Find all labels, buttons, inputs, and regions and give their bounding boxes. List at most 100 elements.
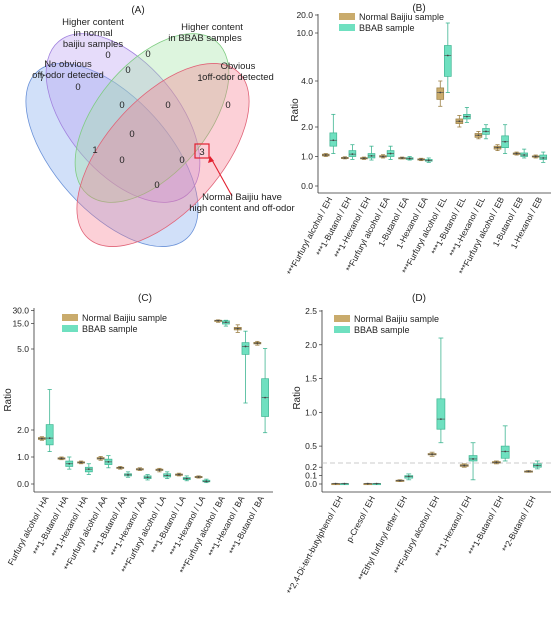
callout-text: Normal Baijiu have high content and off-o… (189, 192, 294, 214)
box-normal (57, 456, 66, 461)
box-mean (324, 154, 327, 156)
box-mean (166, 474, 169, 477)
box-mean (463, 464, 466, 467)
box-bbab (367, 145, 376, 161)
box-iqr (436, 398, 446, 430)
legend-label-bbab: BBAB sample (354, 325, 410, 335)
legend-c: Normal Baijiu sample BBAB sample (62, 313, 167, 334)
venn-count: 0 (119, 100, 124, 111)
venn-count: 1 (197, 73, 202, 84)
y-tick-label: 10.0 (296, 28, 313, 38)
venn-count: 0 (125, 65, 130, 76)
box-mean (158, 469, 161, 471)
y-tick-label: 1.0 (305, 407, 317, 417)
box-mean (472, 458, 474, 460)
box-mean (485, 130, 487, 133)
box-mean (431, 453, 433, 456)
y-tick-label: 2.0 (301, 122, 313, 132)
venn-ellipses (25, 33, 250, 247)
box-mean (389, 152, 392, 155)
x-tick-label: p-Cresol / EH (344, 494, 377, 544)
x-tick-label: **2-Butanol / EH (500, 494, 538, 553)
legend-swatch-bbab (339, 24, 355, 31)
box-mean (515, 152, 518, 155)
venn-counts: 7 0 0 0 0 0 1 1 0 0 0 0 0 0 3 (39, 49, 230, 191)
box-iqr (444, 45, 452, 77)
box-mean (439, 91, 442, 94)
box-normal (77, 460, 85, 465)
box-normal (474, 131, 483, 140)
box-normal (493, 144, 502, 152)
venn-highlight-box (194, 143, 210, 159)
box-normal (512, 151, 521, 156)
box-mean (363, 157, 365, 160)
box-mean (343, 482, 346, 485)
box-iqr (45, 424, 54, 446)
box-mean (407, 475, 410, 478)
box-bbab (348, 144, 357, 160)
box-mean (504, 450, 507, 453)
box-bbab (163, 471, 172, 480)
venn-count: 0 (75, 82, 80, 93)
box-mean (382, 155, 384, 158)
venn-label-no-odor: No obvious off-odor detected (32, 59, 104, 81)
box-mean (178, 473, 180, 476)
y-tick-label: 0.1 (305, 471, 317, 481)
box-bbab (202, 478, 211, 484)
legend-swatch-normal (62, 314, 78, 321)
panel-label-c: (C) (138, 293, 152, 304)
box-mean (504, 140, 506, 143)
box-normal (38, 436, 46, 441)
box-normal (331, 482, 341, 486)
box-mean (496, 146, 499, 149)
box-mean (466, 115, 468, 118)
box-bbab (500, 425, 510, 462)
box-normal (524, 470, 533, 473)
box-normal (531, 154, 540, 159)
venn-count-highlight: 3 (199, 147, 204, 158)
box-bbab (404, 473, 414, 481)
box-normal (321, 153, 330, 157)
venn-ellipse-obvious (76, 63, 250, 247)
box-mean (375, 482, 378, 485)
chart-panel-d: (D) Ratio Normal Baijiu sample BBAB samp… (285, 293, 551, 596)
box-mean (205, 480, 208, 483)
box-mean (458, 120, 461, 123)
venn-count: 0 (225, 100, 230, 111)
box-mean (542, 157, 545, 159)
venn-panel: (A) No obvious off-odor detected Higher c… (25, 5, 295, 247)
box-normal (417, 157, 425, 162)
box-bbab (444, 22, 452, 93)
y-tick-label: 4.0 (301, 76, 313, 86)
box-mean (138, 468, 141, 471)
box-mean (334, 482, 337, 485)
plot-area-d: 0.00.10.2 0.5 1.0 1.5 2.0 2.5 **2,4-Di-tert-bu… (285, 306, 551, 596)
box-mean (41, 437, 43, 440)
y-axis-label-d: Ratio (292, 386, 303, 410)
y-tick-label: 1.0 (301, 152, 313, 162)
box-mean (68, 462, 71, 465)
box-mean (534, 155, 537, 158)
venn-count: 0 (179, 155, 184, 166)
legend-d: Normal Baijiu sample BBAB sample (334, 314, 439, 335)
venn-count: 0 (129, 129, 134, 140)
box-mean (332, 139, 335, 142)
box-bbab (501, 124, 509, 154)
box-bbab (436, 337, 446, 444)
box-mean (146, 476, 149, 479)
box-normal (175, 472, 183, 477)
box-normal (341, 156, 349, 160)
box-normal (395, 479, 405, 482)
legend-swatch-normal (339, 13, 355, 20)
box-normal (233, 324, 242, 333)
y-tick-label: 5.0 (17, 344, 29, 354)
legend-label-bbab: BBAB sample (359, 23, 415, 33)
venn-label-obvious: Obvious off-odor detected (202, 61, 274, 83)
venn-count: 0 (145, 49, 150, 60)
box-mean (401, 157, 403, 159)
box-mean (264, 396, 266, 399)
box-bbab (463, 107, 471, 123)
legend-swatch-bbab (334, 326, 350, 333)
y-tick-label: 0.0 (305, 479, 317, 489)
